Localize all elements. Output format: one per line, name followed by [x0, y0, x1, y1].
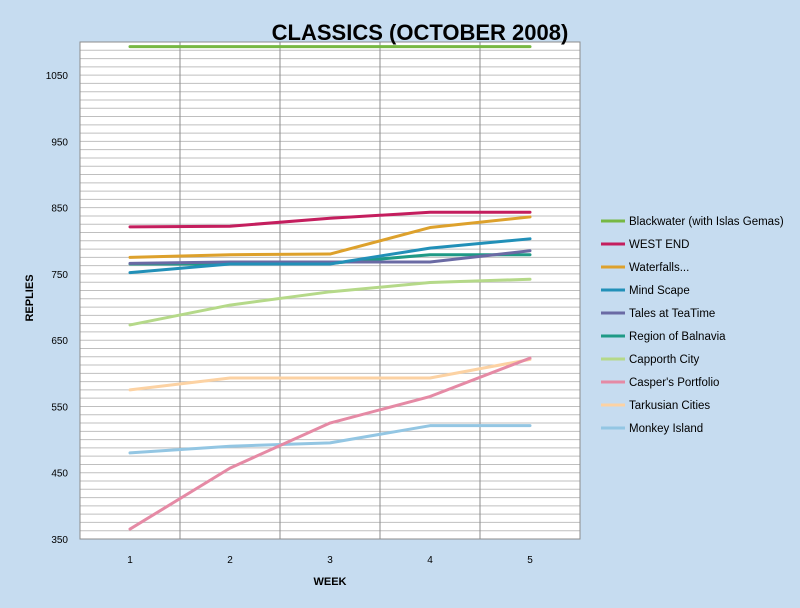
y-tick-label: 1050 [46, 71, 69, 82]
x-tick-label: 2 [227, 555, 233, 566]
y-tick-label: 950 [51, 137, 68, 148]
legend-label: Region of Balnavia [629, 331, 726, 343]
legend-label: Tarkusian Cities [629, 400, 710, 412]
legend-label: Waterfalls... [629, 262, 689, 274]
legend-label: Mind Scape [629, 285, 690, 297]
series-line [128, 424, 532, 455]
legend: Blackwater (with Islas Gemas) WEST END Wat… [601, 216, 784, 435]
y-tick-label: 750 [51, 270, 68, 281]
x-tick-label: 3 [327, 555, 333, 566]
series-line [128, 237, 532, 275]
x-tick-label: 1 [127, 555, 133, 566]
series-line [128, 215, 532, 259]
series-layer [128, 45, 532, 531]
y-tick-label: 650 [51, 336, 68, 347]
series-line [128, 249, 532, 265]
series-line [128, 277, 532, 327]
grid-layer [80, 41, 580, 540]
legend-label: Blackwater (with Islas Gemas) [629, 216, 784, 228]
vertical-gridlines [79, 41, 581, 540]
series-line [128, 210, 532, 229]
legend-label: Capporth City [629, 354, 700, 366]
series-line [128, 356, 532, 531]
x-tick-label: 5 [527, 555, 533, 566]
x-tick-label: 4 [427, 555, 433, 566]
x-axis-title: WEEK [314, 576, 347, 588]
chart-title: CLASSICS (OCTOBER 2008) [272, 20, 569, 45]
y-tick-label: 450 [51, 469, 68, 480]
plot-border [79, 41, 581, 540]
legend-label: Monkey Island [629, 423, 703, 435]
series-line [128, 357, 532, 392]
y-tick-label: 350 [51, 535, 68, 546]
legend-label: Casper's Portfolio [629, 377, 719, 389]
y-tick-label: 550 [51, 402, 68, 413]
y-tick-label: 850 [51, 204, 68, 215]
x-tick-labels: 1 2 3 4 5 [127, 555, 533, 566]
legend-label: WEST END [629, 239, 690, 251]
y-axis-title: REPLIES [24, 274, 36, 321]
legend-label: Tales at TeaTime [629, 308, 715, 320]
y-tick-labels: 350 450 550 650 750 850 950 1050 [46, 71, 69, 546]
